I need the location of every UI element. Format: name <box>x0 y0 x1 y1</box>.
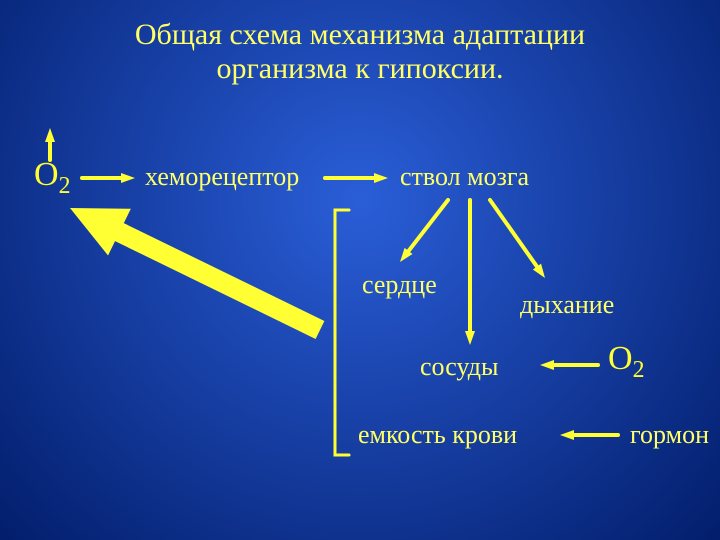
node-brainstem: ствол мозга <box>400 162 529 192</box>
o2-right-base: О <box>608 340 633 377</box>
arrowhead-chemo-to-stem <box>374 173 388 183</box>
arrowhead-o2-up <box>45 128 55 142</box>
arrow-stem-to-breath <box>490 200 537 267</box>
arrowhead-hormone-to-cap <box>560 430 574 440</box>
o2-left-sub: 2 <box>59 173 71 199</box>
node-capacity: емкость крови <box>358 420 517 450</box>
grouping-bracket <box>335 210 349 455</box>
arrowhead-o2r-to-vessels <box>540 360 554 370</box>
arrowhead-stem-to-vessels <box>465 331 475 345</box>
arrow-stem-to-heart <box>409 200 448 251</box>
title-line2: организма к гипоксии. <box>0 52 720 86</box>
arrowhead-o2-to-chemo <box>121 173 135 183</box>
node-o2-left: О2 <box>34 156 70 194</box>
node-chemo: хеморецептор <box>145 162 299 192</box>
o2-right-sub: 2 <box>633 357 645 383</box>
node-breathing: дыхание <box>520 290 614 320</box>
diagram-title: Общая схема механизма адаптации организм… <box>0 18 720 86</box>
node-hormone: гормон <box>630 420 709 450</box>
feedback-big-arrow <box>70 208 324 339</box>
node-o2-right: О2 <box>608 340 644 378</box>
o2-left-base: О <box>34 156 59 193</box>
node-vessels: сосуды <box>420 352 498 382</box>
title-line1: Общая схема механизма адаптации <box>0 18 720 52</box>
node-heart: сердце <box>362 270 437 300</box>
diagram-stage: Общая схема механизма адаптации организм… <box>0 0 720 540</box>
